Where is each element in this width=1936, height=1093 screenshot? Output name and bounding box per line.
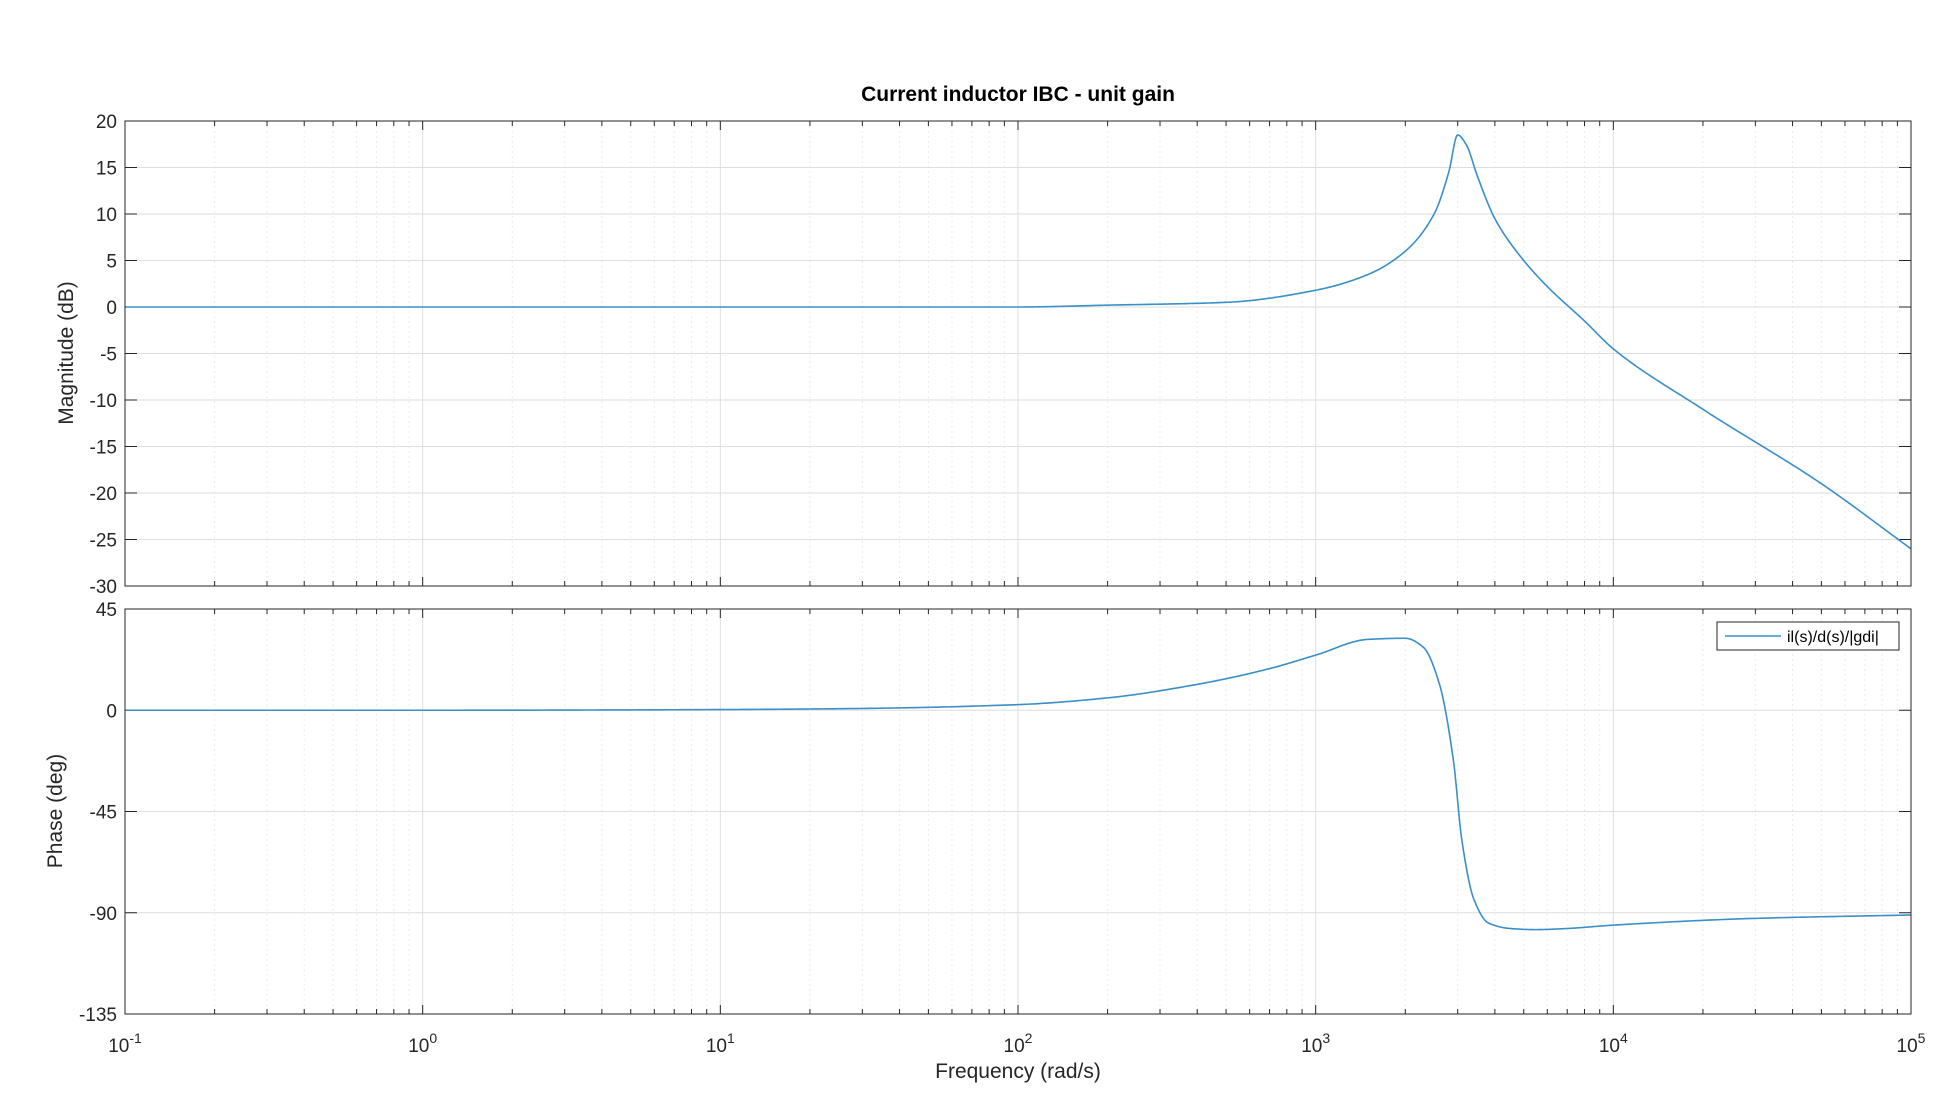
magnitude-series-line [125,134,1912,550]
phase-y-tick-labels: 45 0 -45 -90 -135 [79,600,117,1026]
x-tick-label: 104 [1599,1030,1628,1057]
y-tick-label: -15 [90,438,117,459]
magnitude-y-axis-label: Magnitude (dB) [55,281,78,425]
y-tick-label: -90 [90,904,117,925]
y-tick-label: -10 [90,391,117,412]
y-tick-label: 0 [106,701,117,722]
phase-series-line [125,637,1912,931]
y-tick-label: 15 [96,159,117,180]
y-tick-label: 20 [96,112,117,133]
magnitude-axes-box [124,120,1912,587]
y-tick-label: -25 [90,531,117,552]
legend: il(s)/d(s)/|gdi| [1716,621,1900,651]
y-tick-label: -20 [90,484,117,505]
x-tick-label: 102 [1004,1030,1033,1057]
phase-axes-box [124,608,1912,1015]
y-tick-label: 5 [106,252,117,273]
magnitude-y-tick-labels: 20 15 10 5 0 -5 -10 -15 -20 -25 -30 [90,112,117,598]
x-tick-label: 10-1 [108,1030,142,1057]
x-tick-label: 100 [408,1030,437,1057]
phase-y-axis-label: Phase (deg) [44,754,67,868]
magnitude-panel: 20 15 10 5 0 -5 -10 -15 -20 -25 -30 Magnitude (dB) [55,112,1912,598]
x-tick-label: 105 [1897,1030,1926,1057]
x-axis-label: Frequency (rad/s) [935,1060,1101,1083]
legend-label: il(s)/d(s)/|gdi| [1787,629,1879,646]
x-tick-label: 101 [706,1030,735,1057]
chart-title: Current inductor IBC - unit gain [861,83,1175,106]
phase-ticks [124,608,1911,1015]
phase-panel: 45 0 -45 -90 -135 Phase (deg) il(s)/d(s)/|gd… [44,600,1912,1026]
y-tick-label: -5 [100,345,117,366]
y-tick-label: 10 [96,205,117,226]
y-tick-label: 0 [106,298,117,319]
y-tick-label: -30 [90,577,117,598]
x-tick-label: 103 [1301,1030,1330,1057]
y-tick-label: 45 [96,600,117,621]
y-tick-label: -135 [79,1005,117,1026]
y-tick-label: -45 [90,803,117,824]
x-tick-labels: 10-1 100 101 102 103 104 105 [108,1030,1925,1057]
